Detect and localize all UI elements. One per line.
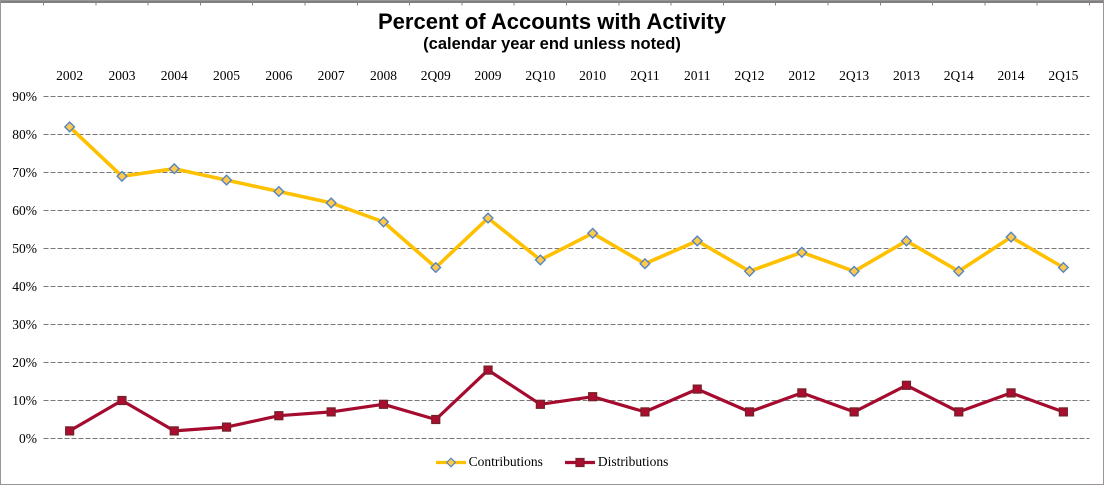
marker-contributions-2012 (796, 246, 808, 259)
marker-contributions-2Q15 (1057, 261, 1070, 274)
marker-distributions-2Q10 (535, 399, 545, 409)
marker-contributions-2Q13 (848, 265, 860, 278)
marker-contributions-2004 (168, 162, 181, 175)
x-tick-label: 2Q10 (525, 68, 555, 83)
y-tick-label: 70% (12, 165, 37, 180)
x-tick-label: 2Q09 (421, 68, 451, 83)
y-tick-label: 10% (12, 393, 37, 408)
x-tick-label: 2010 (579, 68, 606, 83)
y-tick-label: 40% (12, 279, 37, 294)
contributions-swatch-graphic (435, 456, 466, 468)
legend-label-contributions: Contributions (468, 454, 543, 469)
x-tick-label: 2Q14 (944, 68, 974, 83)
x-tick-label: 2004 (161, 68, 188, 83)
x-tick-label: 2Q15 (1048, 68, 1078, 83)
marker-distributions-2Q15 (1058, 407, 1068, 417)
marker-distributions-2007 (326, 407, 336, 417)
legend-label-distributions: Distributions (597, 454, 669, 469)
x-tick-label: 2003 (108, 68, 135, 83)
marker-contributions-2002 (63, 121, 76, 133)
marker-contributions-2Q11 (639, 257, 651, 270)
marker-distributions-2Q11 (640, 407, 650, 417)
marker-distributions-2013 (901, 380, 912, 390)
x-tick-label: 2Q11 (630, 68, 660, 83)
y-tick-label: 20% (12, 355, 37, 370)
legend-item-distributions: Distributions (564, 454, 669, 470)
y-tick-label: 60% (12, 203, 37, 218)
y-tick-label: 30% (12, 317, 37, 332)
marker-contributions-2Q14 (952, 265, 965, 278)
marker-distributions-2Q12 (744, 407, 755, 417)
marker-contributions-2007 (325, 197, 337, 209)
x-tick-label: 2006 (265, 68, 292, 83)
x-tick-label: 2002 (56, 68, 83, 83)
marker-contributions-2003 (116, 170, 128, 183)
marker-distributions-2Q09 (431, 414, 441, 425)
x-tick-label: 2013 (893, 68, 920, 83)
x-tick-label: 2012 (788, 68, 815, 83)
marker-contributions-2Q09 (429, 261, 442, 274)
marker-contributions-2009 (482, 212, 494, 224)
y-tick-label: 80% (12, 127, 37, 142)
marker-distributions-2003 (117, 395, 127, 406)
marker-contributions-2014 (1005, 231, 1017, 243)
marker-distributions-2Q13 (849, 407, 859, 417)
marker-distributions-2004 (169, 426, 179, 436)
x-tick-label: 2008 (370, 68, 397, 83)
marker-distributions-2011 (692, 384, 702, 394)
marker-contributions-2008 (377, 216, 390, 228)
y-tick-label: 50% (12, 241, 37, 256)
marker-distributions-2005 (221, 422, 232, 432)
marker-contributions-2005 (220, 174, 233, 186)
distributions-swatch-graphic (564, 457, 595, 467)
x-tick-label: 2009 (475, 68, 502, 83)
marker-distributions-2Q14 (954, 407, 964, 417)
marker-contributions-2013 (900, 235, 913, 247)
x-tick-label: 2014 (998, 68, 1025, 83)
marker-distributions-2014 (1006, 388, 1016, 398)
marker-distributions-2009 (483, 365, 493, 375)
marker-distributions-2010 (588, 392, 598, 402)
x-tick-label: 2Q12 (735, 68, 765, 83)
marker-distributions-2012 (797, 388, 807, 398)
distributions-line-marker-swatch (564, 456, 595, 469)
marker-contributions-2011 (691, 235, 704, 247)
marker-distributions-2006 (274, 411, 284, 421)
y-tick-label: 0% (19, 431, 37, 446)
series-line-contributions (67, 125, 1066, 274)
legend-item-contributions: Contributions (435, 454, 543, 470)
marker-contributions-2006 (273, 185, 285, 198)
marker-contributions-2Q10 (534, 254, 547, 266)
x-tick-label: 2007 (318, 68, 345, 83)
legend: Contributions Distributions (1, 451, 1103, 473)
series-line-distributions (68, 368, 1065, 433)
y-tick-label: 90% (12, 89, 37, 104)
x-tick-label: 2Q13 (839, 68, 869, 83)
x-tick-label: 2005 (213, 68, 240, 83)
marker-distributions-2002 (65, 426, 75, 436)
contributions-line-marker-swatch (435, 456, 466, 469)
x-tick-label: 2011 (684, 68, 711, 83)
marker-distributions-2008 (378, 399, 389, 409)
marker-contributions-2010 (586, 227, 599, 240)
marker-contributions-2Q12 (743, 265, 756, 278)
